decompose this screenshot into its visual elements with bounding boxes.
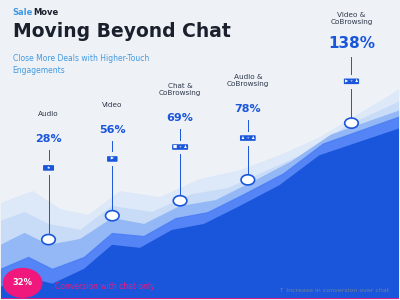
Text: 69%: 69% xyxy=(167,113,194,123)
Polygon shape xyxy=(1,102,399,299)
Text: ↑ Increase in conversion over chat: ↑ Increase in conversion over chat xyxy=(279,288,389,293)
Circle shape xyxy=(4,268,42,297)
Text: Conversion with chat only: Conversion with chat only xyxy=(54,282,154,291)
Text: 78%: 78% xyxy=(234,104,261,114)
Polygon shape xyxy=(1,129,399,299)
Text: Moving Beyond Chat: Moving Beyond Chat xyxy=(13,22,230,40)
Text: Close More Deals with Higher-Touch
Engagements: Close More Deals with Higher-Touch Engag… xyxy=(13,54,149,75)
Text: 28%: 28% xyxy=(35,134,62,144)
Text: ▶ + ♟: ▶ + ♟ xyxy=(345,79,358,83)
Text: 32%: 32% xyxy=(13,278,33,287)
Text: Audio &
CoBrowsing: Audio & CoBrowsing xyxy=(227,74,269,87)
Text: Move: Move xyxy=(33,8,59,17)
Text: 138%: 138% xyxy=(328,37,375,52)
Text: Audio: Audio xyxy=(38,111,59,117)
Polygon shape xyxy=(1,117,399,299)
Circle shape xyxy=(345,118,358,128)
Text: Video &
CoBrowsing: Video & CoBrowsing xyxy=(330,12,373,25)
Text: Video: Video xyxy=(102,102,122,108)
Text: ★: ★ xyxy=(44,166,53,170)
Circle shape xyxy=(42,235,55,245)
Text: Chat &
CoBrowsing: Chat & CoBrowsing xyxy=(159,83,201,96)
Text: Sale: Sale xyxy=(13,8,33,17)
Text: ■ + ♟: ■ + ♟ xyxy=(173,145,187,149)
Circle shape xyxy=(241,175,255,185)
Circle shape xyxy=(173,196,187,206)
Polygon shape xyxy=(1,287,399,299)
Polygon shape xyxy=(1,90,399,299)
Text: ▶: ▶ xyxy=(108,157,117,161)
Text: 56%: 56% xyxy=(99,125,126,135)
Circle shape xyxy=(106,211,119,221)
Text: ♟ + ♟: ♟ + ♟ xyxy=(241,136,255,140)
Polygon shape xyxy=(1,111,399,299)
